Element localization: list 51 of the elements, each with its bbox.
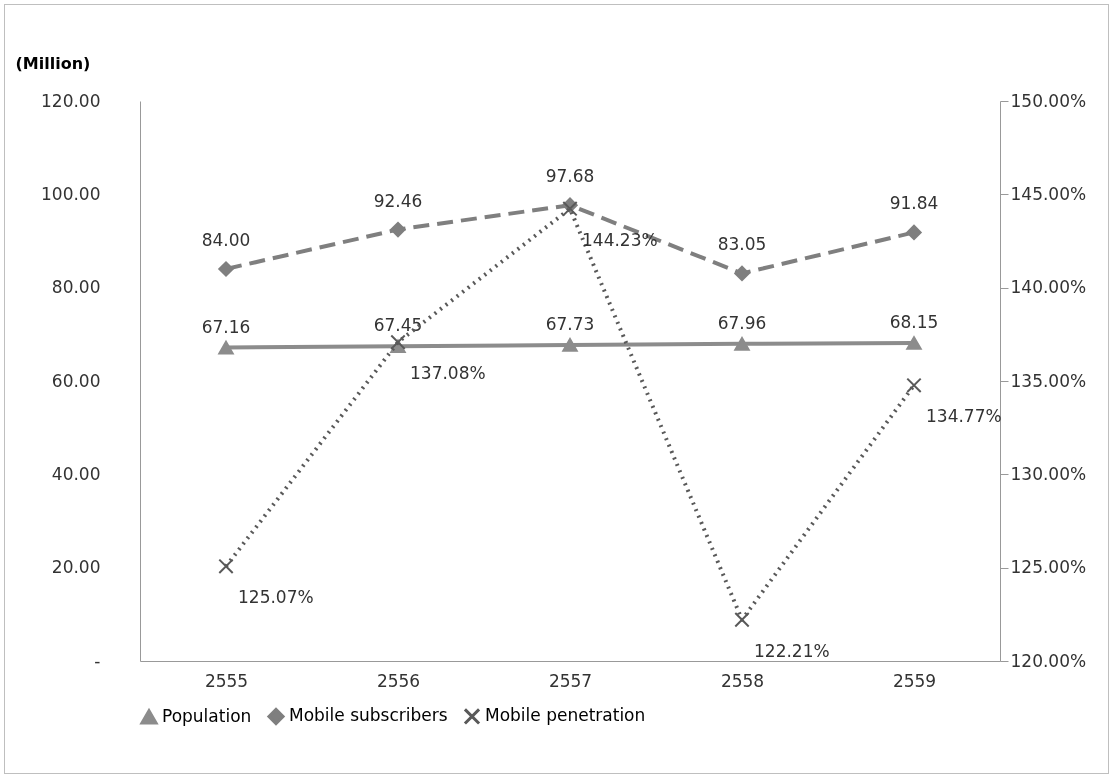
point <box>734 337 750 351</box>
point <box>390 334 406 350</box>
y2-tick-label: 120.00% <box>1010 650 1087 671</box>
y2-tick-label: 130.00% <box>1010 463 1087 484</box>
y-tick-label: 20.00 <box>51 557 101 578</box>
y-tick-label: 120.00 <box>41 90 101 111</box>
point <box>906 336 922 350</box>
data-label: 137.08% <box>410 363 486 384</box>
y2-tick-label: 125.00% <box>1010 557 1087 578</box>
y-tick-label: 40.00 <box>51 463 101 484</box>
point <box>906 377 922 393</box>
data-label: 67.96 <box>717 312 767 333</box>
y2-tick-label: 135.00% <box>1010 370 1087 391</box>
y-tick-label: - <box>94 650 101 671</box>
point <box>906 224 922 241</box>
x-tick-label: 2557 <box>548 670 593 691</box>
data-label: 91.84 <box>889 193 939 214</box>
data-label: 83.05 <box>717 234 767 255</box>
x-tick-label: 2555 <box>204 670 249 691</box>
data-label: 67.45 <box>373 315 423 336</box>
legend-label: Population <box>162 705 252 726</box>
data-label: 144.23% <box>582 229 658 250</box>
x-tick-label: 2558 <box>720 670 765 691</box>
point <box>734 265 750 282</box>
data-label: 97.68 <box>545 166 595 187</box>
point <box>562 338 578 352</box>
y2-tick-label: 150.00% <box>1010 90 1087 111</box>
y-tick-label: 80.00 <box>51 277 101 298</box>
point <box>562 201 578 217</box>
x-tick-label: 2556 <box>376 670 421 691</box>
y-axis-title: (Million) <box>15 53 91 73</box>
point <box>390 221 406 238</box>
point <box>218 340 234 355</box>
data-label: 84.00 <box>201 230 251 250</box>
data-label: 92.46 <box>373 190 423 211</box>
point <box>218 261 234 277</box>
y2-tick-label: 140.00% <box>1010 277 1087 298</box>
point <box>734 612 750 628</box>
data-label: 68.15 <box>889 311 939 332</box>
data-label: 67.73 <box>545 313 595 334</box>
legend-label: Mobile penetration <box>485 705 646 726</box>
data-label: 122.21% <box>754 640 830 661</box>
y-tick-label: 100.00 <box>41 183 101 204</box>
data-label: 125.07% <box>238 587 314 608</box>
y-tick-label: 60.00 <box>51 370 101 391</box>
legend-label: Mobile subscribers <box>289 705 448 726</box>
x-tick-label: 2559 <box>892 670 937 691</box>
y2-tick-label: 145.00% <box>1010 183 1087 204</box>
data-label: 67.16 <box>201 316 251 337</box>
point <box>218 558 234 575</box>
data-label: 134.77% <box>926 406 1002 427</box>
